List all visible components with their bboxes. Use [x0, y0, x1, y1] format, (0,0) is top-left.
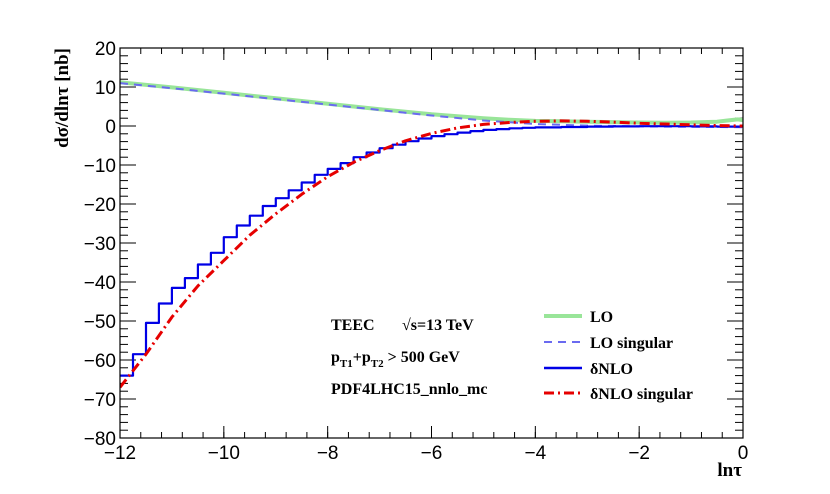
annotation-pdf: PDF4LHC15_nnlo_mc [331, 381, 487, 398]
series-dnlo [120, 125, 743, 377]
series-dnlo-singular [120, 119, 743, 389]
x-tick-label: −2 [628, 443, 650, 464]
y-tick-label: 10 [95, 78, 116, 99]
x-tick-label: −10 [208, 443, 240, 464]
legend-label-dnlo: δNLO [590, 361, 633, 378]
y-tick-label: −80 [84, 429, 116, 450]
annotation-block: TEEC √s=13 TeV pT1+pT2 > 500 GeV PDF4LHC… [331, 317, 487, 398]
annotation-pt-plus: +p [353, 349, 371, 366]
y-tick-label: −40 [84, 273, 116, 294]
y-tick-label: −30 [84, 234, 116, 255]
x-tick-label: −12 [104, 443, 136, 464]
legend-label-lo-singular: LO singular [590, 335, 673, 352]
x-tick-label: −6 [421, 443, 443, 464]
y-tick-label: −60 [84, 351, 116, 372]
y-tick-label: −10 [84, 156, 116, 177]
annotation-pt-sub2: T2 [371, 358, 384, 370]
annotation-energy: √s=13 TeV [402, 317, 474, 334]
x-tick-label: 0 [738, 443, 749, 464]
annotation-pt-sub1: T1 [340, 358, 353, 370]
x-tick-label: −4 [524, 443, 546, 464]
series-layer [120, 80, 743, 389]
annotation-process: TEEC [331, 317, 375, 334]
plot-frame [119, 47, 744, 439]
x-tick-label: −8 [317, 443, 339, 464]
annotation-pt-rest: > 500 GeV [384, 349, 461, 366]
y-axis: 20 10 0 −10 −20 −30 −40 −50 −60 −70 −80 [84, 39, 743, 450]
series-lo [120, 80, 743, 125]
y-tick-label: 0 [105, 117, 116, 138]
y-axis-title: dσ/dlnτ [nb] [52, 48, 73, 148]
legend-label-dnlo-singular: δNLO singular [590, 386, 693, 403]
y-tick-label: 20 [95, 39, 116, 60]
annotation-pt-p: p [331, 349, 340, 366]
y-tick-label: −50 [84, 312, 116, 333]
legend: LO LO singular δNLO δNLO singular [544, 309, 693, 403]
x-axis-title: lnτ [717, 460, 742, 481]
y-tick-label: −70 [84, 390, 116, 411]
y-tick-label: −20 [84, 195, 116, 216]
annotation-pt-cut: pT1+pT2 > 500 GeV [331, 349, 460, 370]
legend-label-lo: LO [590, 309, 613, 326]
